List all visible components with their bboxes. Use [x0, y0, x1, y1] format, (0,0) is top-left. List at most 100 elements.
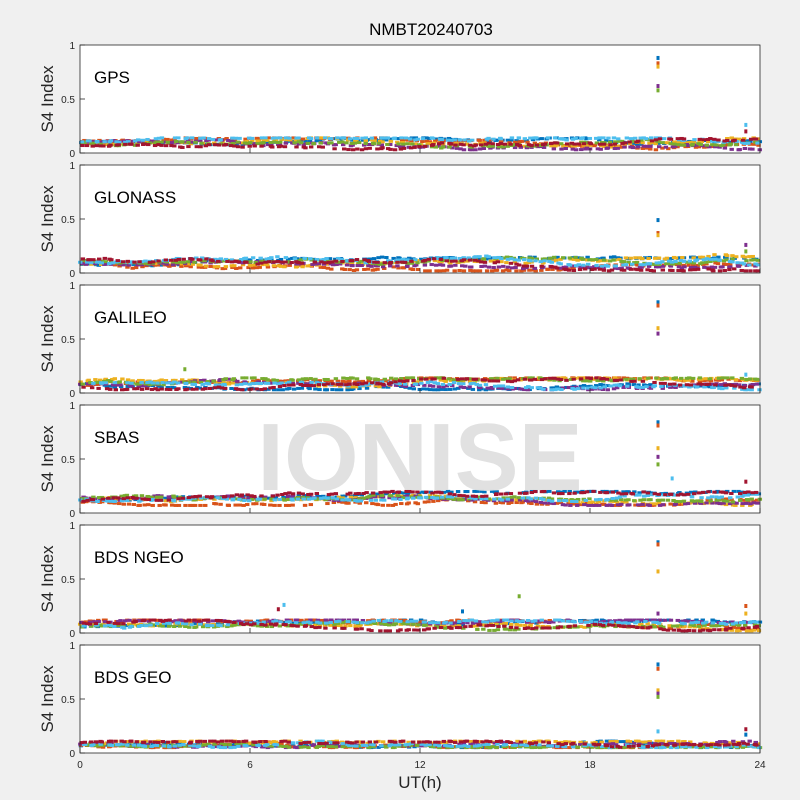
data-point: [146, 503, 151, 507]
data-point: [534, 136, 539, 140]
data-point: [132, 139, 138, 143]
data-point: [556, 492, 562, 496]
data-point: [512, 146, 518, 150]
data-point: [248, 258, 253, 262]
data-point: [327, 260, 332, 264]
data-point: [443, 379, 448, 383]
data-point: [248, 141, 253, 145]
data-point: [547, 489, 552, 493]
data-point: [656, 498, 662, 502]
data-point: [649, 136, 654, 140]
data-point: [423, 269, 428, 273]
data-point: [639, 138, 644, 142]
data-point: [630, 625, 635, 629]
data-point: [621, 263, 626, 267]
data-point: [713, 383, 718, 387]
data-point: [476, 259, 481, 263]
data-point: [561, 265, 567, 269]
data-point: [124, 498, 130, 502]
data-point: [229, 258, 235, 262]
data-point: [212, 386, 218, 390]
data-point: [355, 147, 360, 151]
data-point: [601, 268, 607, 272]
data-point: [168, 141, 173, 145]
data-point: [266, 496, 272, 500]
data-point: [590, 503, 595, 507]
data-point: [529, 502, 534, 506]
data-point: [500, 269, 506, 273]
data-point: [275, 493, 280, 497]
data-point: [163, 258, 169, 262]
data-point: [436, 144, 441, 148]
data-point: [283, 623, 288, 627]
data-point: [190, 495, 196, 499]
data-point: [140, 497, 145, 501]
data-point: [166, 495, 172, 499]
data-point: [618, 378, 623, 382]
data-point: [139, 380, 144, 384]
data-point: [530, 376, 535, 380]
data-point: [457, 493, 462, 497]
data-point: [180, 145, 185, 149]
data-point: [721, 499, 726, 503]
data-point: [595, 147, 601, 151]
data-point: [495, 260, 501, 264]
data-point: [684, 260, 690, 264]
data-point: [469, 148, 474, 152]
data-point: [560, 492, 565, 496]
data-point: [640, 379, 646, 383]
data-point: [679, 376, 684, 380]
data-point: [275, 141, 281, 145]
data-point: [317, 621, 323, 625]
data-point: [521, 267, 526, 271]
data-point: [689, 261, 694, 265]
data-point: [499, 257, 504, 261]
data-point: [516, 136, 522, 140]
data-point: [385, 261, 390, 265]
data-point: [152, 144, 158, 148]
data-point: [125, 378, 131, 382]
data-point: [81, 621, 87, 625]
data-point: [534, 502, 540, 506]
data-point: [105, 499, 110, 503]
data-point: [249, 376, 255, 380]
data-point: [122, 626, 127, 630]
data-point: [470, 494, 476, 498]
data-point: [267, 619, 272, 623]
data-point: [592, 265, 597, 269]
data-point: [277, 385, 283, 389]
data-point: [648, 269, 654, 273]
data-point: [173, 378, 178, 382]
data-point: [723, 503, 729, 507]
data-point: [283, 503, 289, 507]
data-point: [308, 492, 314, 496]
data-point: [320, 618, 325, 622]
y-tick-label: 0: [69, 149, 75, 160]
data-point: [616, 624, 621, 628]
data-point: [384, 619, 389, 623]
data-point: [552, 378, 557, 382]
data-point: [176, 257, 182, 261]
data-point: [653, 502, 658, 506]
data-point: [262, 387, 268, 391]
data-point: [509, 619, 514, 623]
data-point: [146, 497, 151, 501]
data-point: [299, 261, 304, 265]
data-point: [649, 493, 654, 497]
data-point: [530, 627, 535, 631]
data-point: [357, 387, 362, 391]
data-point: [187, 497, 193, 501]
data-point: [515, 143, 520, 147]
data-point: [578, 384, 584, 388]
data-point: [487, 628, 492, 632]
data-point: [560, 256, 566, 260]
data-point: [724, 497, 729, 501]
data-point: [699, 499, 704, 503]
data-point: [237, 503, 242, 507]
data-point: [196, 265, 202, 269]
data-point: [625, 384, 630, 388]
data-point: [366, 264, 371, 268]
data-point: [212, 257, 218, 261]
data-point: [375, 267, 380, 271]
data-point: [91, 495, 96, 499]
